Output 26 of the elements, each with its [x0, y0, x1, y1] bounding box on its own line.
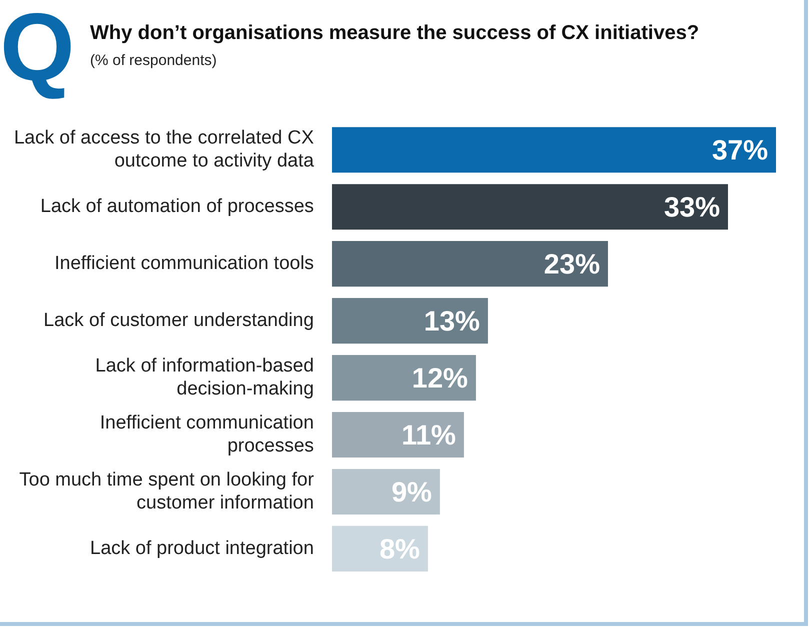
data-label: 12% — [412, 362, 468, 394]
y-tick-label: Inefficient communication processes — [100, 412, 314, 456]
y-tick-label: Lack of information-based decision-making — [95, 356, 314, 400]
chart-title: Why don’t organisations measure the success of CX initiatives? — [90, 22, 700, 45]
data-label: 9% — [391, 476, 432, 508]
bar — [332, 184, 728, 230]
data-label: 13% — [424, 306, 480, 337]
text: (% of respondents) — [90, 52, 217, 69]
bar — [332, 298, 488, 344]
data-label: 23% — [544, 248, 600, 280]
data-label: 37% — [712, 134, 768, 166]
data-label: 33% — [664, 192, 720, 223]
bar — [332, 526, 428, 572]
y-tick-label: Lack of customer understanding — [44, 310, 314, 332]
y-tick-label: Too much time spent on looking for customer information — [19, 470, 315, 514]
bar — [332, 468, 440, 515]
y-tick-label: Lack of access to the correlated CX outcome to activity data — [14, 128, 314, 172]
bar — [332, 241, 608, 287]
bar — [332, 412, 464, 458]
text: Q — [0, 0, 71, 101]
y-tick-label: Inefficient communication tools — [54, 253, 314, 274]
y-tick-label: Lack of automation of processes — [40, 196, 314, 218]
bar — [332, 355, 476, 401]
y-tick-label: Lack of product integration — [90, 538, 314, 559]
data-label: 11% — [401, 419, 456, 450]
bar — [332, 127, 776, 173]
